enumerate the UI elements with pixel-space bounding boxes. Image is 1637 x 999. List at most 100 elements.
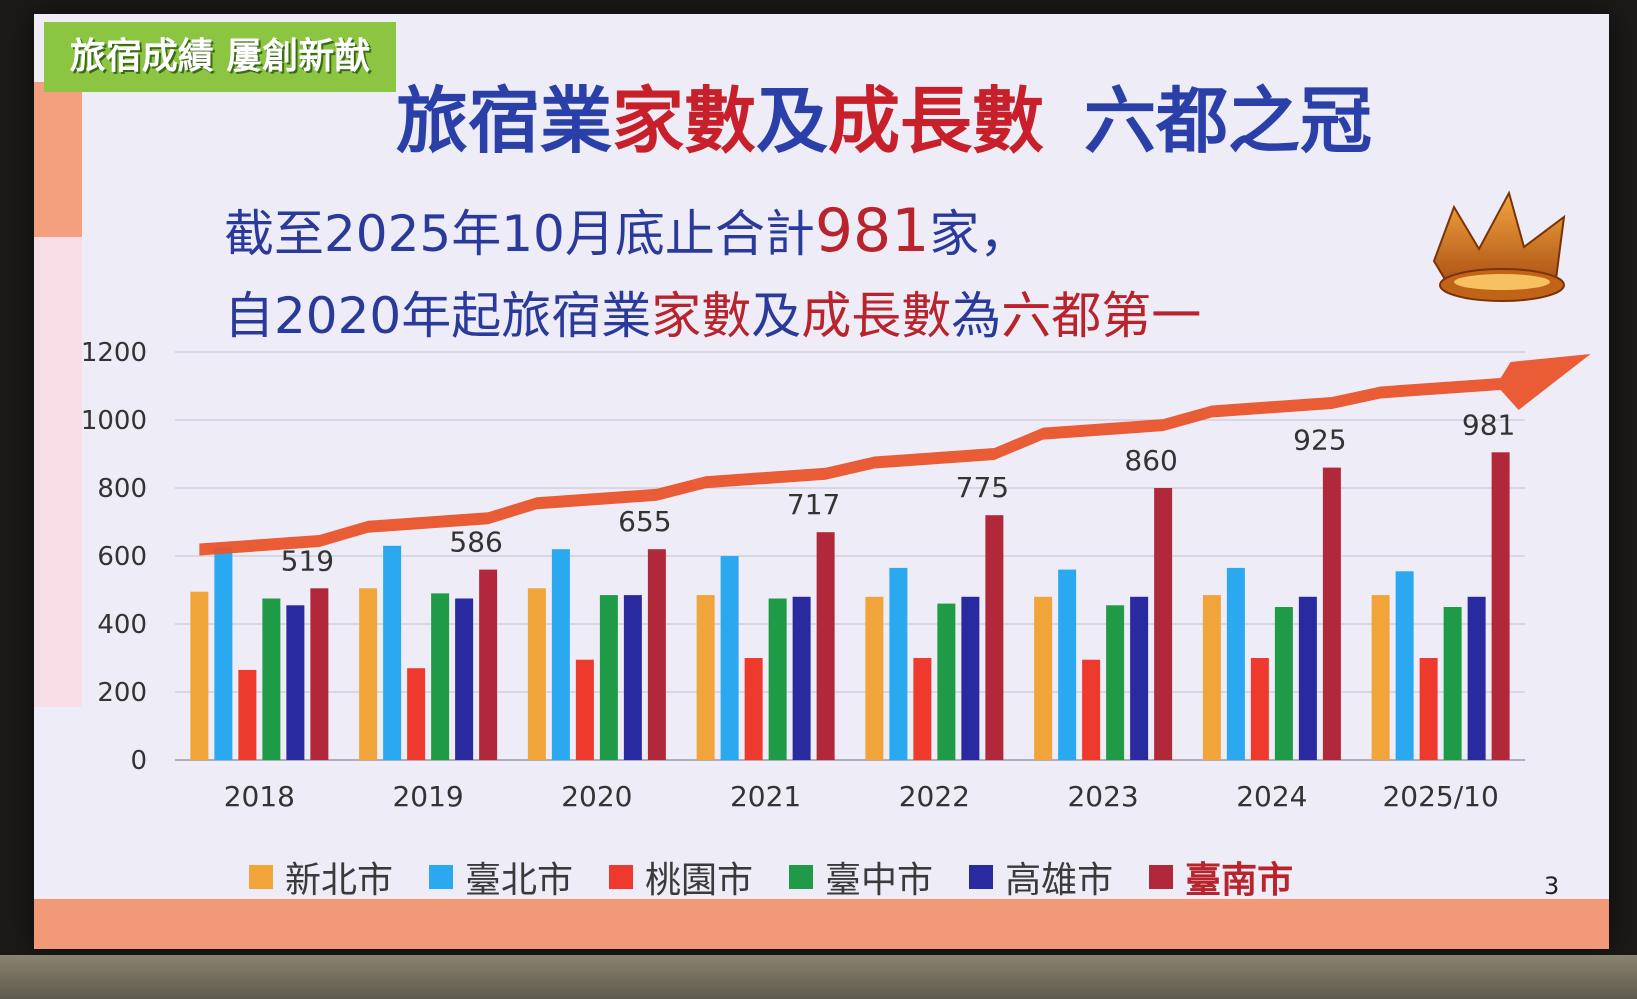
y-tick-label: 1200 [81,338,147,368]
subtitle-2-p6: 六都第一 [1001,287,1202,345]
title-part-2: 家數 [611,79,756,163]
x-tick-label: 2021 [730,780,801,813]
bar [1443,607,1462,760]
subtitle-2-p3: 及 [751,287,802,345]
left-pink-strip [34,237,82,707]
data-label: 925 [1293,424,1346,457]
bar [865,596,884,760]
bar [1106,605,1125,760]
bar [985,515,1004,760]
y-tick-label: 400 [97,610,147,640]
subtitle-line-2: 自2020年起旅宿業家數及成長數為六都第一 [224,276,1201,348]
bar [792,596,811,760]
bar [696,595,715,760]
x-tick-label: 2023 [1067,780,1138,813]
floor [0,955,1637,999]
bar [961,596,980,760]
bar [647,549,666,760]
bar [238,669,257,760]
legend-item-臺南市: 臺南市 [1149,851,1293,903]
subtitle-line-1: 截至2025年10月底止合計981家， [224,194,1029,266]
legend-label: 高雄市 [1005,860,1114,901]
bar [1082,659,1101,760]
legend-item-臺中市: 臺中市 [789,851,933,903]
bar [575,659,594,760]
trend-arrow [199,353,1591,556]
subtitle-2-p1: 自2020年起旅宿業 [224,287,652,345]
subtitle-1-suffix: 家， [929,205,1030,263]
subtitle-1-total: 981 [814,196,930,266]
bar [1202,595,1221,760]
legend-label: 臺北市 [465,860,574,901]
bar [551,549,570,760]
subtitle-2-p2: 家數 [651,287,752,345]
legend-item-臺北市: 臺北市 [429,851,573,903]
bar [359,588,378,760]
bar [1491,452,1510,760]
bar [1226,567,1245,760]
bar [599,595,618,760]
crown-icon [1432,190,1566,302]
bar [383,545,402,760]
section-tag: 旅宿成績 屢創新猷 [44,22,396,92]
legend-swatch [969,865,994,889]
y-tick-label: 600 [97,542,147,572]
subtitle-1-prefix: 截至2025年10月底止合計 [224,205,815,263]
bar [1371,595,1390,760]
bar [1034,596,1053,760]
legend-swatch [249,865,273,889]
bar [1274,607,1293,760]
bar [407,668,426,760]
subtitle-2-p5: 為 [951,287,1002,345]
x-tick-label: 2019 [392,780,463,813]
bar [816,532,835,760]
bar [190,591,209,760]
legend-swatch [609,865,634,889]
bar [1419,658,1438,760]
bar [937,603,956,760]
legend-label: 臺中市 [825,860,934,901]
bar [623,595,642,760]
data-label: 775 [956,471,1009,504]
subtitle-2-p4: 成長數 [801,287,952,345]
data-label: 586 [449,526,502,559]
y-tick-label: 800 [97,474,147,504]
bar [1058,569,1077,760]
bar [262,598,281,760]
bar [1467,596,1486,760]
bar [1322,467,1341,760]
bottom-accent-band [34,899,1609,949]
y-tick-label: 200 [97,678,147,708]
legend-swatch [1149,865,1174,889]
title-part-4: 成長數 [828,79,1045,163]
page-number: 3 [1544,872,1560,900]
y-tick-label: 0 [130,746,147,776]
x-tick-label: 2024 [1236,780,1307,813]
bar [479,569,498,760]
legend-label: 臺南市 [1185,860,1294,901]
title-part-1: 旅宿業 [395,79,612,163]
bar [214,547,233,760]
slide-title: 旅宿業家數及成長數 六都之冠 [334,66,1434,176]
title-part-3: 及 [755,79,828,163]
data-label: 519 [281,544,334,577]
legend-swatch [789,865,814,889]
bar [1130,596,1149,760]
bar [286,605,305,760]
title-part-5: 六都之冠 [1084,79,1373,163]
data-label: 981 [1462,408,1515,441]
bar [913,658,932,760]
x-tick-label: 2020 [561,780,632,813]
legend-item-高雄市: 高雄市 [969,851,1113,903]
bar [889,567,908,760]
bar [1250,658,1269,760]
bar [720,556,739,760]
bar [1395,571,1414,760]
presentation-slide: 旅宿成績 屢創新猷 旅宿業家數及成長數 六都之冠 截至2025年10月底止合計98… [34,14,1609,949]
bar [768,598,787,760]
data-label: 860 [1124,444,1177,477]
left-accent-strip [34,82,82,237]
bar [310,588,329,760]
x-tick-label: 2025/10 [1382,780,1498,813]
